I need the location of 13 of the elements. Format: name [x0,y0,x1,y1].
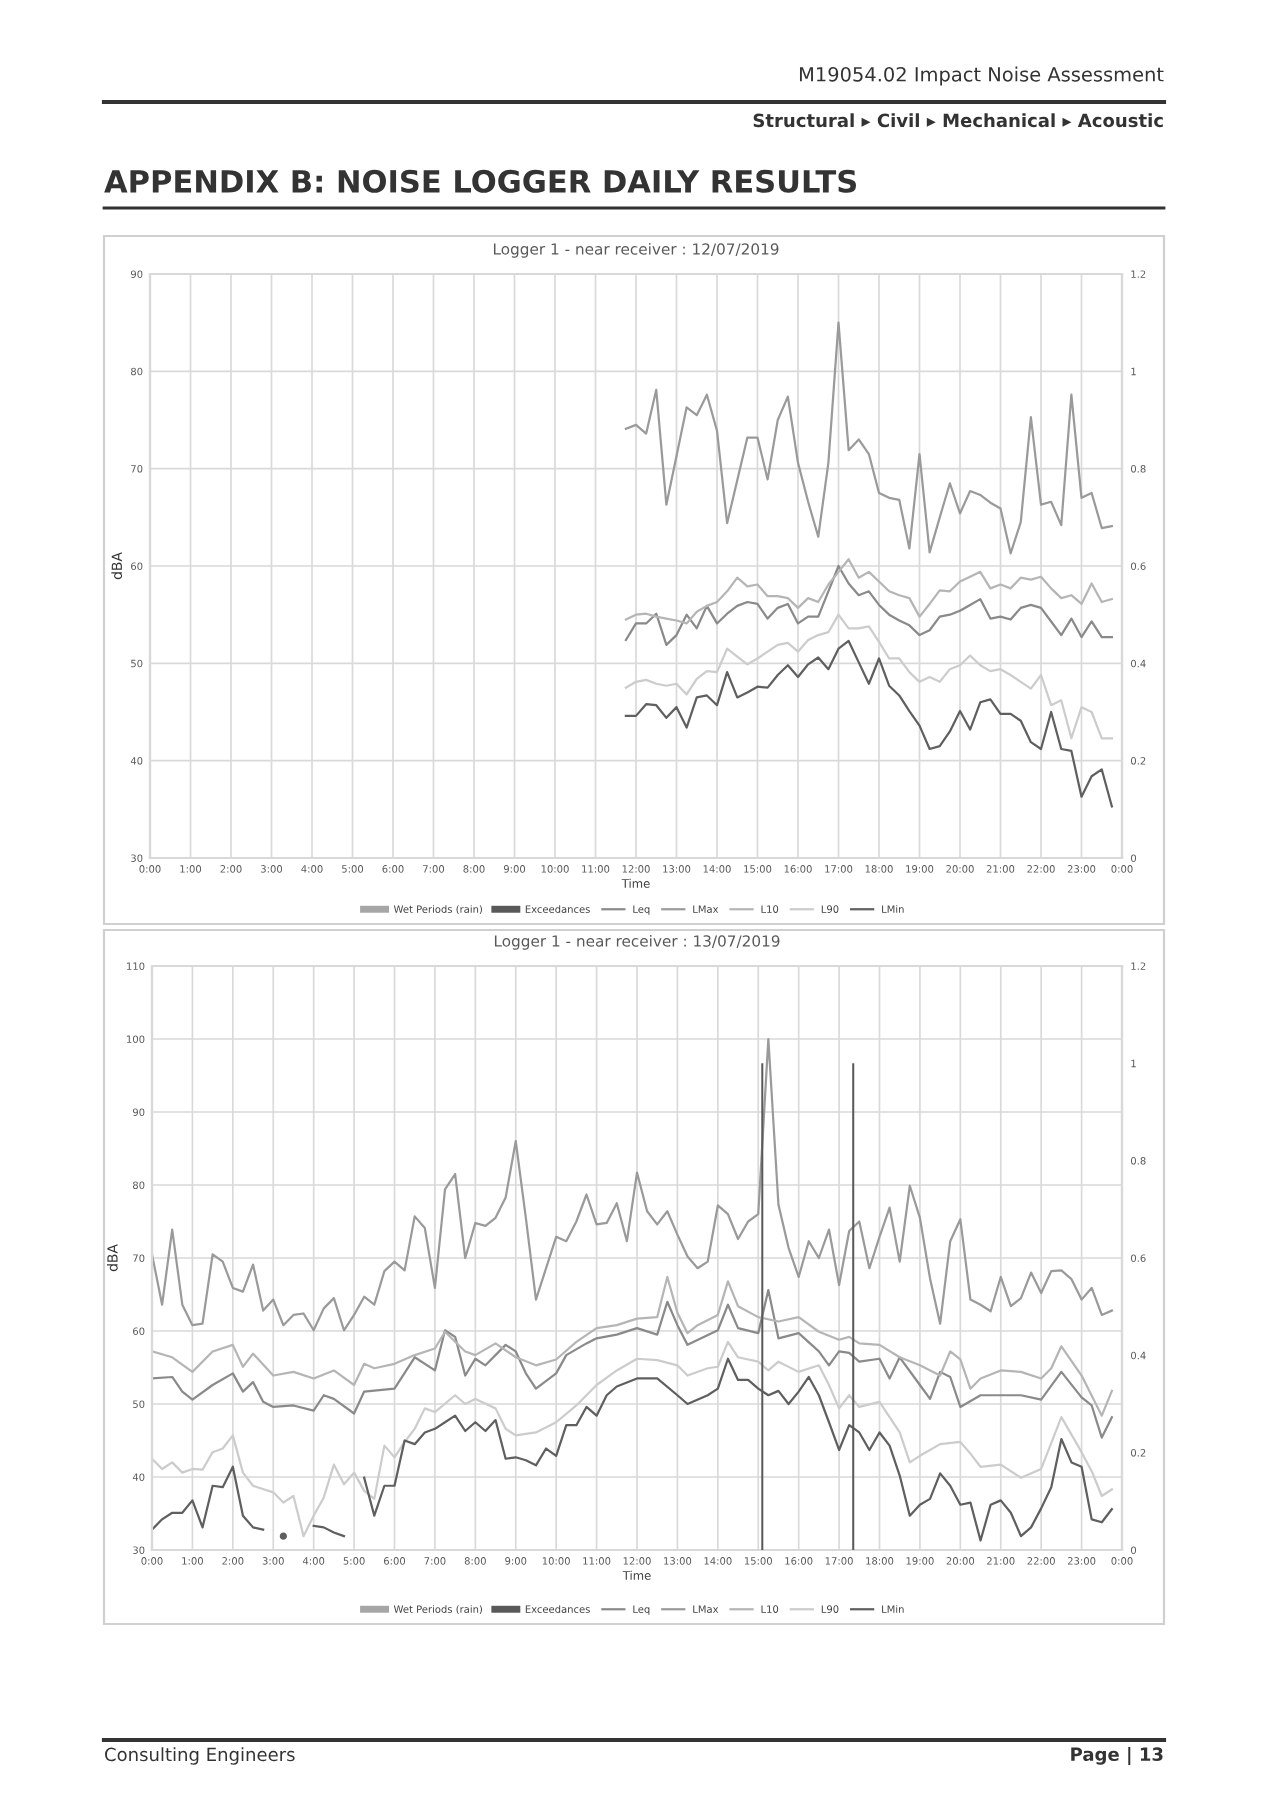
line-series [624,564,1113,646]
line-series [152,1037,1114,1332]
line-series [152,1275,1114,1417]
line-series [624,321,1113,555]
line-series [624,613,1113,740]
text: Consulting Engineers [105,1747,295,1765]
line-series [624,558,1113,625]
text: APPENDIX B: NOISE LOGGER DAILY RESULTS [104,169,857,193]
text: M19054.02 Impact Noise Assessment [799,66,1164,86]
line-series [624,639,1113,808]
text: Structural ▸ Civil ▸ Mechanical ▸ Acoustic [753,113,1163,128]
text: Page | 13 [1071,1746,1163,1766]
line-series [152,1289,1114,1439]
